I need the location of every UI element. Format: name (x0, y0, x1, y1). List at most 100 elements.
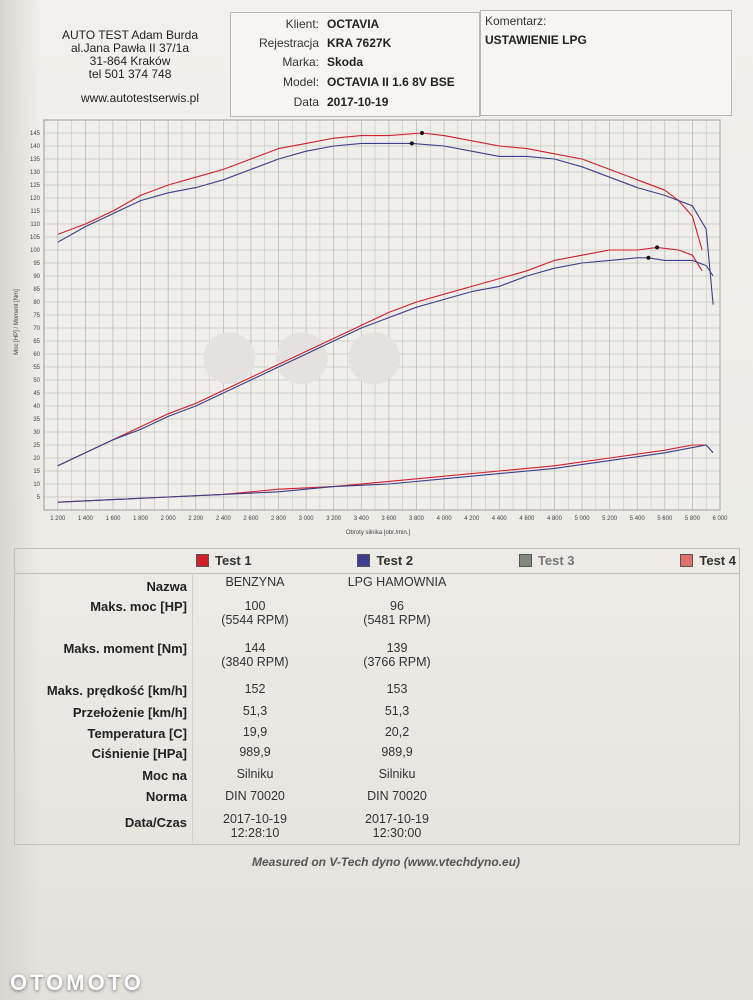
make-value: Skoda (327, 55, 364, 69)
x-tick-label: 4 000 (437, 516, 453, 522)
y-tick-label: 40 (33, 404, 40, 410)
row-label-standard: Norma (145, 789, 187, 804)
y-tick-label: 115 (30, 209, 40, 215)
y-tick-label: 50 (33, 378, 40, 384)
dyno-chart: ●●● 5 10 15 20 25 30 35 40 45 50 55 60 65 70 75 80 85 90 9… (8, 112, 743, 542)
background-logo-shape: ●●● (193, 284, 410, 418)
row-datetime-v2: 2017-10-19 (365, 812, 429, 826)
legend-test-2: Test 2 (357, 553, 413, 568)
row-max-power-v1-rpm: (5544 RPM) (221, 613, 289, 627)
row-label-datetime: Data/Czas (124, 815, 187, 830)
row-label-pressure: Ciśnienie [HPa] (91, 746, 187, 761)
model-value: OCTAVIA II 1.6 8V BSE (327, 75, 455, 89)
table-divider (15, 573, 739, 574)
y-tick-label: 80 (33, 300, 40, 306)
row-gear-ratio-v1: 51,3 (242, 704, 268, 718)
row-name-v2: LPG HAMOWNIA (347, 575, 447, 589)
x-tick-label: 3 200 (326, 516, 342, 522)
y-tick-label: 60 (33, 352, 40, 358)
y-tick-label: 120 (30, 196, 41, 202)
row-label-temperature: Temperatura [C] (87, 726, 187, 741)
legend-swatch-4 (680, 554, 694, 567)
row-label-name: Nazwa (146, 579, 187, 594)
row-label-max-speed: Maks. prędkość [km/h] (46, 683, 187, 698)
y-tick-label: 5 (37, 495, 41, 501)
y-axis-label: Moc [HP] / Moment [Nm] (14, 289, 20, 355)
series-line-power-test-1 (57, 246, 703, 467)
y-tick-label: 130 (30, 170, 41, 176)
y-tick-label: 110 (30, 222, 40, 228)
x-tick-label: 2 800 (271, 516, 287, 522)
row-standard-v1: DIN 70020 (225, 789, 285, 803)
peak-marker (420, 131, 425, 135)
x-tick-labels: 1 200 1 400 1 600 1 800 2 000 2 200 2 400 2 600… (50, 516, 728, 522)
comment-box: Komentarz: USTAWIENIE LPG (480, 10, 732, 116)
legend-test-4: Test 4 (680, 553, 736, 568)
x-tick-label: 4 800 (547, 516, 563, 522)
row-datetime-v1-time: 12:28:10 (230, 826, 280, 840)
vehicle-info-box: Klient: OCTAVIA Rejestracja KRA 7627K Ma… (230, 12, 480, 117)
y-tick-label: 125 (30, 183, 41, 189)
series-line-torque-test-1 (57, 132, 703, 251)
registration-value: KRA 7627K (327, 36, 392, 50)
legend-swatch-1 (196, 554, 209, 567)
row-gear-ratio-v2: 51,3 (384, 704, 410, 718)
legend-label-2: Test 2 (376, 553, 414, 568)
y-tick-label: 10 (33, 482, 40, 488)
y-tick-label: 70 (33, 326, 40, 332)
x-tick-label: 4 200 (464, 516, 480, 522)
registration-label: Rejestracja (258, 36, 319, 50)
x-axis-label: Obroty silnika [obr./min.] (346, 530, 411, 536)
paper-shadow (0, 0, 40, 1000)
legend-label-1: Test 1 (215, 553, 252, 568)
x-tick-label: 5 400 (630, 516, 646, 522)
row-label-gear-ratio: Przełożenie [km/h] (72, 705, 187, 720)
y-tick-label: 140 (30, 144, 41, 150)
row-max-speed-v2: 153 (386, 682, 408, 696)
x-tick-label: 5 200 (602, 516, 618, 522)
x-tick-label: 6 000 (712, 516, 728, 522)
y-tick-label: 25 (33, 443, 40, 449)
legend-label-4: Test 4 (699, 553, 736, 568)
client-label: Klient: (285, 17, 319, 31)
row-max-power-v1: 100 (244, 599, 266, 613)
x-tick-label: 5 000 (575, 516, 591, 522)
y-tick-label: 105 (30, 235, 41, 241)
row-label-max-power: Maks. moc [HP] (90, 599, 187, 614)
x-tick-label: 3 000 (299, 516, 315, 522)
legend-test-1: Test 1 (196, 553, 252, 568)
table-col-divider (192, 573, 193, 843)
x-tick-label: 3 400 (354, 516, 370, 522)
peak-marker (646, 255, 651, 260)
row-max-speed-v1: 152 (244, 682, 266, 696)
row-max-power-v2: 96 (390, 599, 404, 613)
dyno-chart-svg: ●●● 5 10 15 20 25 30 35 40 45 50 55 60 65 70 75 80 85 90 9… (14, 119, 728, 536)
comment-label: Komentarz: (485, 14, 547, 28)
y-tick-label: 85 (33, 287, 40, 293)
x-tick-label: 2 600 (243, 516, 259, 522)
x-tick-label: 1 600 (105, 516, 121, 522)
client-value: OCTAVIA (327, 17, 380, 31)
y-tick-label: 75 (33, 313, 40, 319)
y-tick-label: 55 (33, 365, 40, 371)
x-tick-label: 1 800 (133, 516, 149, 522)
date-label: Data (293, 95, 319, 109)
company-street: al.Jana Pawła II 37/1a (70, 41, 190, 55)
row-name-v1: BENZYNA (225, 575, 285, 589)
x-tick-label: 2 400 (216, 516, 232, 522)
y-tick-label: 30 (33, 430, 40, 436)
results-table: Nazwa BENZYNA LPG HAMOWNIA Maks. moc [HP… (14, 548, 740, 845)
row-datetime-v1: 2017-10-19 (223, 812, 287, 826)
x-tick-label: 2 000 (161, 516, 177, 522)
company-name: AUTO TEST Adam Burda (61, 28, 199, 42)
row-datetime-v2-time: 12:30:00 (372, 826, 422, 840)
y-tick-label: 15 (33, 469, 40, 475)
grid-lines (43, 119, 721, 511)
measured-on-note: Measured on V-Tech dyno (www.vtechdyno.e… (252, 855, 521, 869)
make-label: Marka: (282, 55, 319, 69)
date-value: 2017-10-19 (327, 95, 389, 109)
series-line-power-test-2 (57, 257, 714, 467)
company-website: www.autotestserwis.pl (80, 91, 200, 105)
x-tick-label: 2 200 (188, 516, 204, 522)
